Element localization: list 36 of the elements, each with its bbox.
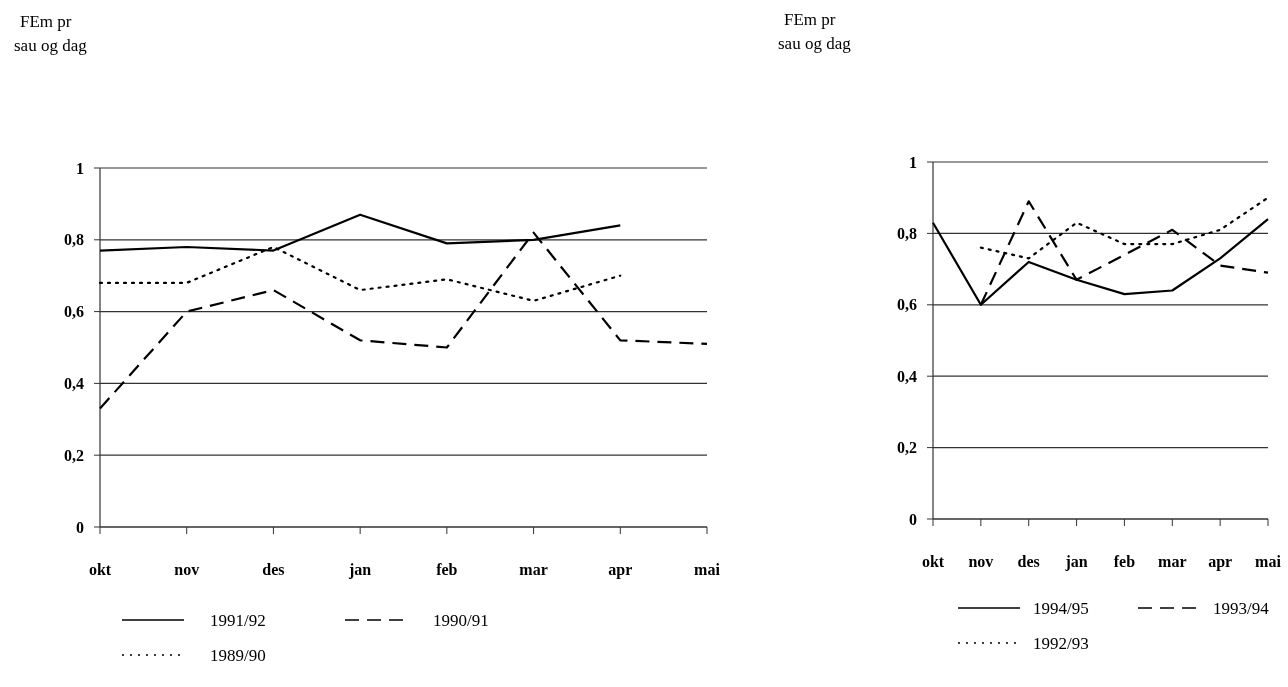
y-tick-label: 0,2 [64,446,84,464]
x-tick-label: feb [1113,553,1136,570]
x-tick-label: des [262,561,285,578]
y-axis-title: FEm pr sau og dag [14,12,88,55]
x-tick-label: des [1017,553,1040,570]
y-tick-label: 0,6 [897,296,917,314]
y-tick-label: 0,4 [897,367,917,385]
y-tick-label: 0,8 [897,225,917,242]
x-tick-label: feb [436,561,458,578]
y-tick-label: 0,6 [64,303,84,321]
legend-label: 1989/90 [210,645,266,665]
y-tick-label: 0,2 [897,439,917,457]
y-tick-label: 1 [909,153,917,171]
legend-label: 1994/95 [1033,598,1089,618]
x-tick-label: nov [968,553,994,570]
x-tick-label: apr [608,561,633,579]
x-tick-label: okt [88,561,112,578]
x-tick-label: apr [1208,553,1233,571]
legend-label: 1992/93 [1033,633,1089,653]
legend-label: 1993/94 [1213,598,1270,618]
x-tick-label: okt [921,553,945,570]
y-tick-label: 1 [76,159,84,177]
x-tick-label: nov [174,561,200,578]
x-tick-label: mai [694,561,721,578]
legend-label: 1991/92 [210,610,266,630]
x-tick-label: jan [348,561,372,579]
x-tick-label: jan [1064,553,1088,571]
y-tick-label: 0 [76,518,84,536]
y-tick-label: 0,4 [64,375,84,392]
y-tick-label: 0 [909,510,917,528]
x-tick-label: mar [519,561,548,578]
legend-label: 1990/91 [433,610,489,630]
y-tick-label: 0,8 [64,231,84,249]
x-tick-label: mar [1158,553,1187,570]
x-tick-label: mai [1255,553,1282,570]
y-axis-title: FEm pr sau og dag [778,10,852,53]
